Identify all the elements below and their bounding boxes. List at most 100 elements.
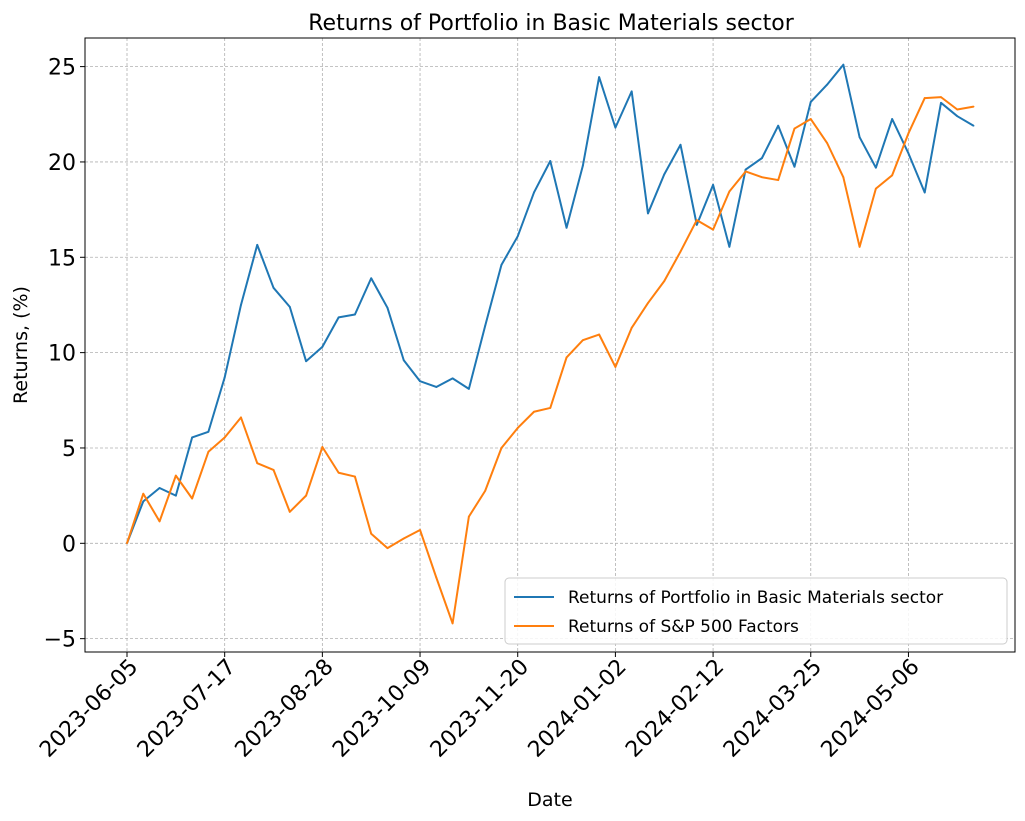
data-point xyxy=(842,63,845,66)
data-point xyxy=(907,152,910,155)
data-point xyxy=(288,510,291,513)
y-tick-label: 10 xyxy=(48,342,76,367)
data-point xyxy=(712,228,714,231)
data-point xyxy=(972,105,975,108)
data-point xyxy=(419,529,421,531)
data-point xyxy=(581,339,584,342)
data-point xyxy=(712,183,714,186)
data-point xyxy=(354,475,356,478)
data-point xyxy=(777,124,780,127)
y-tick-label: 25 xyxy=(48,56,76,81)
data-point xyxy=(614,126,617,129)
data-point xyxy=(500,264,503,266)
data-point xyxy=(630,90,633,93)
data-point xyxy=(679,250,682,253)
data-point xyxy=(223,436,226,439)
data-point xyxy=(549,407,552,409)
series-line-0 xyxy=(126,63,975,544)
data-point xyxy=(940,101,942,104)
data-point xyxy=(826,83,828,86)
data-point xyxy=(728,245,731,248)
data-point xyxy=(858,245,861,248)
y-tick-label: 0 xyxy=(62,532,76,557)
data-point xyxy=(956,115,959,118)
data-point xyxy=(761,157,763,160)
x-tick-label: 2024-02-12 xyxy=(621,655,729,763)
data-point xyxy=(793,165,796,168)
data-point xyxy=(940,96,942,99)
data-point xyxy=(370,277,373,280)
data-point xyxy=(223,376,226,379)
data-point xyxy=(337,471,340,474)
data-point xyxy=(126,542,128,545)
data-point xyxy=(809,100,812,103)
data-point xyxy=(761,176,763,179)
legend-box xyxy=(504,577,1008,645)
data-point xyxy=(533,410,535,413)
data-point xyxy=(923,97,926,99)
data-point xyxy=(321,346,324,348)
data-point xyxy=(663,173,666,176)
data-point xyxy=(174,494,177,497)
x-tick-label: 2024-01-02 xyxy=(524,655,632,763)
data-point xyxy=(809,118,812,120)
data-point xyxy=(907,132,910,135)
data-point xyxy=(516,235,519,238)
data-point xyxy=(207,450,210,453)
data-point xyxy=(191,497,194,500)
data-point xyxy=(647,302,649,304)
data-point xyxy=(923,191,926,194)
data-point xyxy=(142,492,145,495)
data-point xyxy=(158,520,161,523)
data-point xyxy=(598,333,601,336)
legend-label-sp500: Returns of S&P 500 Factors xyxy=(568,617,799,637)
data-point xyxy=(565,356,568,359)
legend: Returns of Portfolio in Basic Materials … xyxy=(504,577,1008,645)
series-line-1 xyxy=(126,96,974,625)
data-point xyxy=(207,430,210,433)
data-point xyxy=(142,500,145,503)
data-point xyxy=(305,494,307,497)
data-point xyxy=(435,576,438,579)
data-point xyxy=(272,286,275,289)
data-point xyxy=(435,386,438,388)
data-point xyxy=(484,489,487,492)
data-point xyxy=(354,313,356,316)
y-axis-label: Returns, (%) xyxy=(10,286,32,404)
data-point xyxy=(386,306,389,309)
plot-frame xyxy=(84,37,1016,653)
data-point xyxy=(467,387,470,390)
data-point xyxy=(858,136,861,139)
data-point xyxy=(549,160,552,162)
data-point xyxy=(386,547,389,549)
series-lines xyxy=(126,63,975,625)
data-point xyxy=(891,118,894,120)
data-point xyxy=(402,537,405,540)
data-point xyxy=(695,219,698,222)
data-point xyxy=(174,474,177,477)
x-axis-label: Date xyxy=(527,789,572,811)
y-tick-label: 15 xyxy=(48,246,76,271)
data-point xyxy=(240,416,242,419)
x-tick-label: 2024-05-06 xyxy=(817,655,925,763)
data-point xyxy=(793,127,796,130)
y-tick-label: 5 xyxy=(62,437,76,462)
data-point xyxy=(451,377,454,380)
x-tick-label: 2023-10-09 xyxy=(328,655,436,763)
data-point xyxy=(467,515,470,518)
data-point xyxy=(402,359,405,362)
x-tick-label: 2023-11-20 xyxy=(426,655,534,763)
legend-label-portfolio: Returns of Portfolio in Basic Materials … xyxy=(568,588,943,608)
data-point xyxy=(256,462,259,465)
x-tick-label: 2023-07-17 xyxy=(133,655,241,763)
y-tick-label: −5 xyxy=(44,628,76,653)
data-point xyxy=(598,76,601,78)
data-point xyxy=(842,176,845,179)
y-tick-label: 20 xyxy=(48,151,76,176)
x-tick-label: 2024-03-25 xyxy=(719,655,827,763)
data-point xyxy=(305,360,307,363)
data-point xyxy=(158,487,161,489)
data-point xyxy=(874,187,877,190)
data-point xyxy=(630,326,633,329)
